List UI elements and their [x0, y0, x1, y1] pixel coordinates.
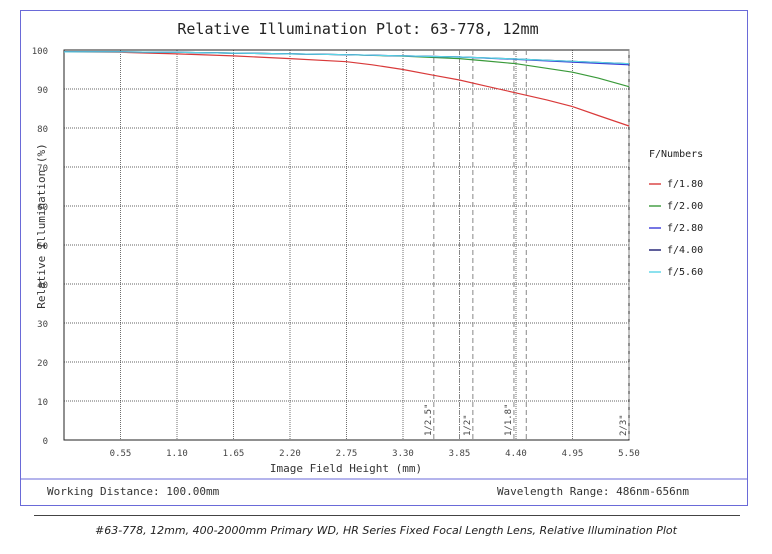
x-tick-label: 1.10: [166, 449, 188, 459]
y-tick-label: 50: [37, 242, 48, 252]
legend-entry: f/5.60: [667, 267, 703, 278]
x-tick-label: 0.55: [110, 449, 132, 459]
y-tick-label: 0: [43, 437, 48, 447]
legend-title: F/Numbers: [649, 149, 703, 160]
x-tick-label: 3.30: [392, 449, 414, 459]
relative-illumination-chart: Relative Illumination Plot: 63-778, 12mm…: [21, 20, 747, 498]
x-axis-label: Image Field Height (mm): [270, 462, 422, 475]
legend-entry: f/1.80: [667, 179, 703, 190]
legend: F/Numbers f/1.80 f/2.00 f/2.80 f/4.00 f/5.60: [649, 149, 703, 278]
x-tick-label: 5.50: [618, 449, 640, 459]
y-tick-label: 90: [37, 86, 48, 96]
figure-caption: #63-778, 12mm, 400-2000mm Primary WD, HR…: [95, 524, 677, 537]
y-tick-label: 60: [37, 203, 48, 213]
y-tick-label: 20: [37, 359, 48, 369]
series-line-f180: [63, 51, 630, 127]
chart-frame: Relative Illumination Plot: 63-778, 12mm…: [20, 10, 748, 506]
series-line-f560: [64, 51, 630, 65]
working-distance: Working Distance: 100.00mm: [47, 485, 220, 498]
x-tick-label: 1.65: [223, 449, 245, 459]
sensor-marker-label: 2/3": [619, 414, 629, 436]
y-tick-label: 100: [32, 47, 48, 57]
x-tick-label: 3.85: [449, 449, 471, 459]
sensor-marker-label: 1/2.5": [424, 403, 434, 436]
x-tick-label: 2.75: [336, 449, 358, 459]
y-tick-label: 80: [37, 125, 48, 135]
y-tick-label: 70: [37, 164, 48, 174]
sensor-marker-label: 1/2": [463, 414, 473, 436]
chart-title: Relative Illumination Plot: 63-778, 12mm: [177, 20, 538, 38]
x-tick-label: 2.20: [279, 449, 301, 459]
legend-entry: f/2.80: [667, 223, 703, 234]
y-tick-label: 10: [37, 398, 48, 408]
legend-entry: f/4.00: [667, 245, 703, 256]
y-tick-label: 40: [37, 281, 48, 291]
wavelength-range: Wavelength Range: 486nm-656nm: [497, 485, 689, 498]
x-tick-label: 4.40: [505, 449, 527, 459]
y-tick-label: 30: [37, 320, 48, 330]
y-axis-label: Relative Illumination (%): [35, 143, 48, 309]
x-tick-label: 4.95: [562, 449, 584, 459]
caption-rule: [34, 515, 740, 516]
sensor-marker-label: 1/1.8": [504, 403, 514, 436]
legend-entry: f/2.00: [667, 201, 703, 212]
